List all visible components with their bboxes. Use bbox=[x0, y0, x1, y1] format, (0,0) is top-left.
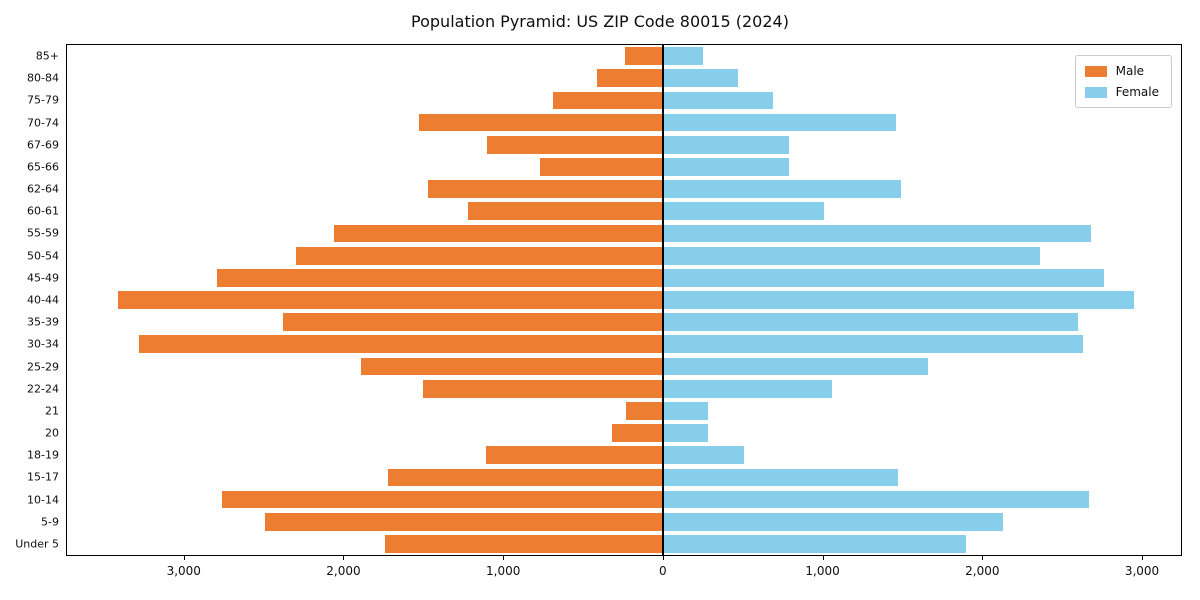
female-bar bbox=[662, 180, 901, 198]
x-tick-label: 2,000 bbox=[965, 564, 1000, 578]
female-bar bbox=[662, 158, 790, 176]
x-tick-mark bbox=[183, 555, 185, 560]
female-bar bbox=[662, 224, 1091, 243]
x-tick-mark bbox=[982, 555, 984, 560]
y-tick-label: 60-61 bbox=[27, 204, 59, 218]
male-bar bbox=[487, 135, 663, 154]
female-bar bbox=[662, 512, 1004, 531]
y-tick-label: 10-14 bbox=[27, 493, 59, 507]
y-tick-label: 18-19 bbox=[27, 448, 59, 462]
male-bar bbox=[552, 91, 663, 110]
male-bar bbox=[624, 47, 663, 65]
x-tick-label: 3,000 bbox=[166, 564, 201, 578]
x-tick-label: 2,000 bbox=[326, 564, 361, 578]
male-bar bbox=[539, 158, 663, 176]
x-tick-mark bbox=[1142, 555, 1144, 560]
y-tick-label: 75-79 bbox=[27, 93, 59, 107]
male-bar bbox=[597, 69, 663, 88]
male-bar bbox=[611, 424, 663, 442]
y-tick-label: 30-34 bbox=[27, 337, 59, 351]
female-bar bbox=[662, 47, 703, 65]
female-bar bbox=[662, 91, 774, 110]
female-bar bbox=[662, 135, 790, 154]
female-bar bbox=[662, 313, 1079, 332]
male-bar bbox=[265, 512, 663, 531]
female-bar bbox=[662, 246, 1040, 265]
male-bar bbox=[222, 490, 663, 509]
plot-area: Male Female 85+ 80-84 75-79 70-74 67-69 65-66… bbox=[15, 44, 1182, 578]
y-tick-label: 65-66 bbox=[27, 160, 59, 174]
legend-female-label: Female bbox=[1115, 85, 1159, 99]
y-tick-label: 80-84 bbox=[27, 71, 59, 85]
x-tick-mark bbox=[822, 555, 824, 560]
x-tick-label: 1,000 bbox=[805, 564, 840, 578]
male-bar bbox=[388, 468, 663, 487]
female-bar bbox=[662, 379, 833, 398]
female-bar bbox=[662, 268, 1104, 287]
male-bar bbox=[118, 291, 663, 309]
x-tick-mark bbox=[662, 555, 664, 560]
y-tick-label: 62-64 bbox=[27, 182, 59, 196]
x-tick-label: 0 bbox=[659, 564, 667, 578]
legend-male-label: Male bbox=[1115, 64, 1145, 78]
y-tick-label: 55-59 bbox=[27, 226, 59, 240]
female-bar bbox=[662, 424, 708, 442]
male-bar bbox=[217, 268, 663, 287]
female-bar bbox=[662, 291, 1135, 309]
male-bar bbox=[485, 446, 663, 465]
y-tick-label: 40-44 bbox=[27, 293, 59, 307]
y-tick-label: 5-9 bbox=[41, 515, 59, 529]
male-bar bbox=[361, 357, 663, 376]
female-bar bbox=[662, 335, 1083, 354]
female-bar bbox=[662, 69, 738, 88]
x-tick-label: 3,000 bbox=[1124, 564, 1160, 578]
y-tick-label: 45-49 bbox=[27, 271, 59, 285]
x-tick-mark bbox=[503, 555, 505, 560]
female-bar bbox=[662, 402, 708, 420]
legend-entry-male: Male bbox=[1084, 64, 1159, 78]
y-tick-label: 22-24 bbox=[27, 382, 59, 396]
zero-axis-line bbox=[661, 45, 664, 555]
male-bar bbox=[282, 313, 663, 332]
x-tick-label: 1,000 bbox=[485, 564, 521, 578]
y-tick-label: 20 bbox=[45, 426, 59, 440]
y-tick-label: 21 bbox=[45, 404, 59, 418]
female-bar bbox=[662, 113, 897, 132]
male-bar bbox=[428, 180, 663, 198]
male-bar bbox=[626, 402, 663, 420]
female-bar bbox=[662, 446, 745, 465]
male-bar bbox=[468, 202, 663, 221]
female-bar bbox=[662, 357, 928, 376]
y-tick-label: 25-29 bbox=[27, 360, 59, 374]
y-tick-label: 15-17 bbox=[27, 470, 59, 484]
y-tick-label: Under 5 bbox=[15, 537, 59, 551]
y-tick-label: 85+ bbox=[35, 49, 59, 63]
male-bar bbox=[333, 224, 663, 243]
female-bar bbox=[662, 490, 1090, 509]
y-tick-label: 50-54 bbox=[27, 249, 59, 263]
y-tick-label: 35-39 bbox=[27, 315, 59, 329]
female-bar bbox=[662, 535, 967, 553]
legend-female-swatch bbox=[1084, 86, 1107, 98]
female-bar bbox=[662, 468, 898, 487]
legend-entry-female: Female bbox=[1084, 85, 1159, 99]
male-bar bbox=[295, 246, 663, 265]
legend: Male Female bbox=[1074, 55, 1172, 108]
male-bar bbox=[384, 535, 663, 553]
y-tick-label: 67-69 bbox=[27, 138, 59, 152]
chart-title: Population Pyramid: US ZIP Code 80015 (2… bbox=[411, 12, 789, 31]
x-tick-mark bbox=[343, 555, 345, 560]
male-bar bbox=[418, 113, 663, 132]
legend-male-swatch bbox=[1084, 65, 1107, 77]
y-tick-label: 70-74 bbox=[27, 116, 59, 130]
male-bar bbox=[423, 379, 663, 398]
male-bar bbox=[139, 335, 663, 354]
female-bar bbox=[662, 202, 825, 221]
